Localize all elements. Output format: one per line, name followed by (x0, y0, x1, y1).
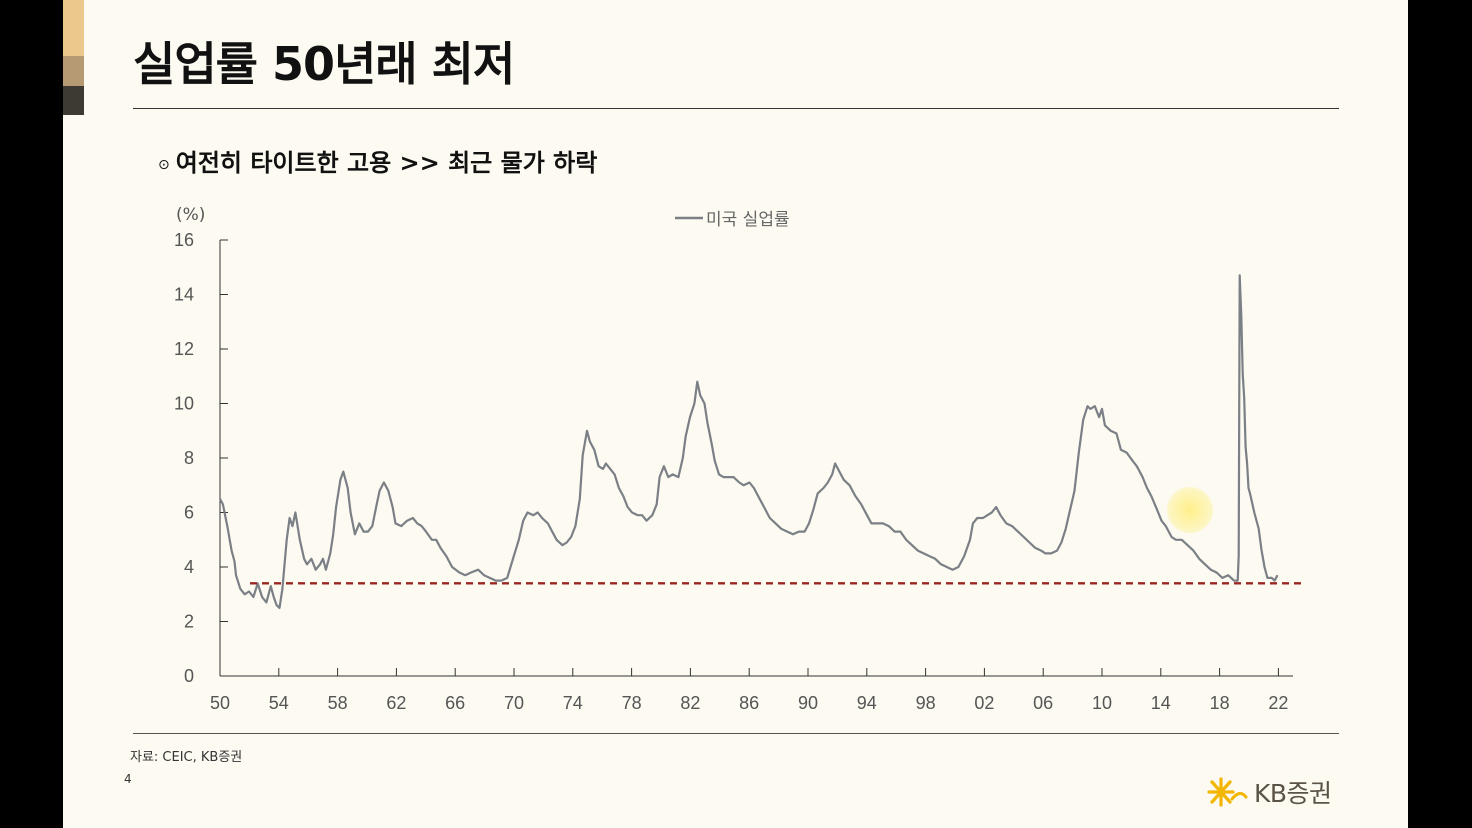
x-tick-label: 22 (1268, 693, 1288, 713)
x-tick-label: 62 (386, 693, 406, 713)
chart-legend: 미국 실업률 (675, 210, 790, 230)
x-tick-label: 14 (1151, 693, 1171, 713)
x-tick-label: 18 (1210, 693, 1230, 713)
bullet-icon: ⊙ (158, 157, 170, 173)
y-tick-label: 14 (174, 285, 194, 305)
y-axis-ticks: 0 2 4 6 8 10 12 14 16 (174, 230, 228, 686)
x-tick-label: 58 (328, 693, 348, 713)
x-tick-label: 74 (563, 693, 583, 713)
source-divider (133, 733, 1339, 734)
x-tick-label: 94 (857, 693, 877, 713)
kb-star-icon (1207, 777, 1248, 807)
brand-logo: KB증권 (1206, 774, 1332, 810)
y-tick-label: 16 (174, 230, 194, 250)
x-tick-label: 90 (798, 693, 818, 713)
x-tick-label: 86 (739, 693, 759, 713)
subtitle-text: 여전히 타이트한 고용 >> 최근 물가 하락 (175, 149, 598, 177)
cursor-highlight (1167, 487, 1213, 533)
x-axis-ticks: 50 54 58 62 66 70 74 78 82 86 90 94 98 02 06 10 14 18 22 (210, 668, 1288, 713)
x-tick-label: 98 (916, 693, 936, 713)
x-tick-label: 06 (1033, 693, 1053, 713)
accent-bar-dark (63, 86, 84, 115)
section-subtitle: ⊙ 여전히 타이트한 고용 >> 최근 물가 하락 (158, 143, 597, 178)
x-tick-label: 50 (210, 693, 230, 713)
accent-bar-light (63, 0, 84, 56)
x-tick-label: 78 (622, 693, 642, 713)
x-tick-label: 70 (504, 693, 524, 713)
x-tick-label: 82 (680, 693, 700, 713)
x-tick-label: 54 (269, 693, 289, 713)
accent-bar-mid (63, 56, 84, 86)
y-tick-label: 12 (174, 339, 194, 359)
page-title: 실업률 50년래 최저 (133, 37, 515, 91)
series-line-unemployment (219, 274, 1279, 609)
brand-name: KB증권 (1254, 779, 1332, 808)
x-tick-label: 10 (1092, 693, 1112, 713)
y-axis-unit: (%) (176, 205, 205, 225)
page-number: 4 (124, 772, 132, 786)
y-tick-label: 4 (184, 557, 194, 577)
legend-label: 미국 실업률 (706, 210, 790, 230)
series-group (219, 274, 1303, 609)
chart-axes (219, 240, 1293, 677)
title-divider (133, 108, 1339, 109)
source-note: 자료: CEIC, KB증권 (130, 750, 243, 765)
y-tick-label: 2 (184, 612, 194, 632)
y-tick-label: 0 (184, 666, 194, 686)
x-tick-label: 02 (974, 693, 994, 713)
y-tick-label: 10 (174, 394, 194, 414)
x-tick-label: 66 (445, 693, 465, 713)
y-tick-label: 6 (184, 503, 194, 523)
y-tick-label: 8 (184, 448, 194, 468)
